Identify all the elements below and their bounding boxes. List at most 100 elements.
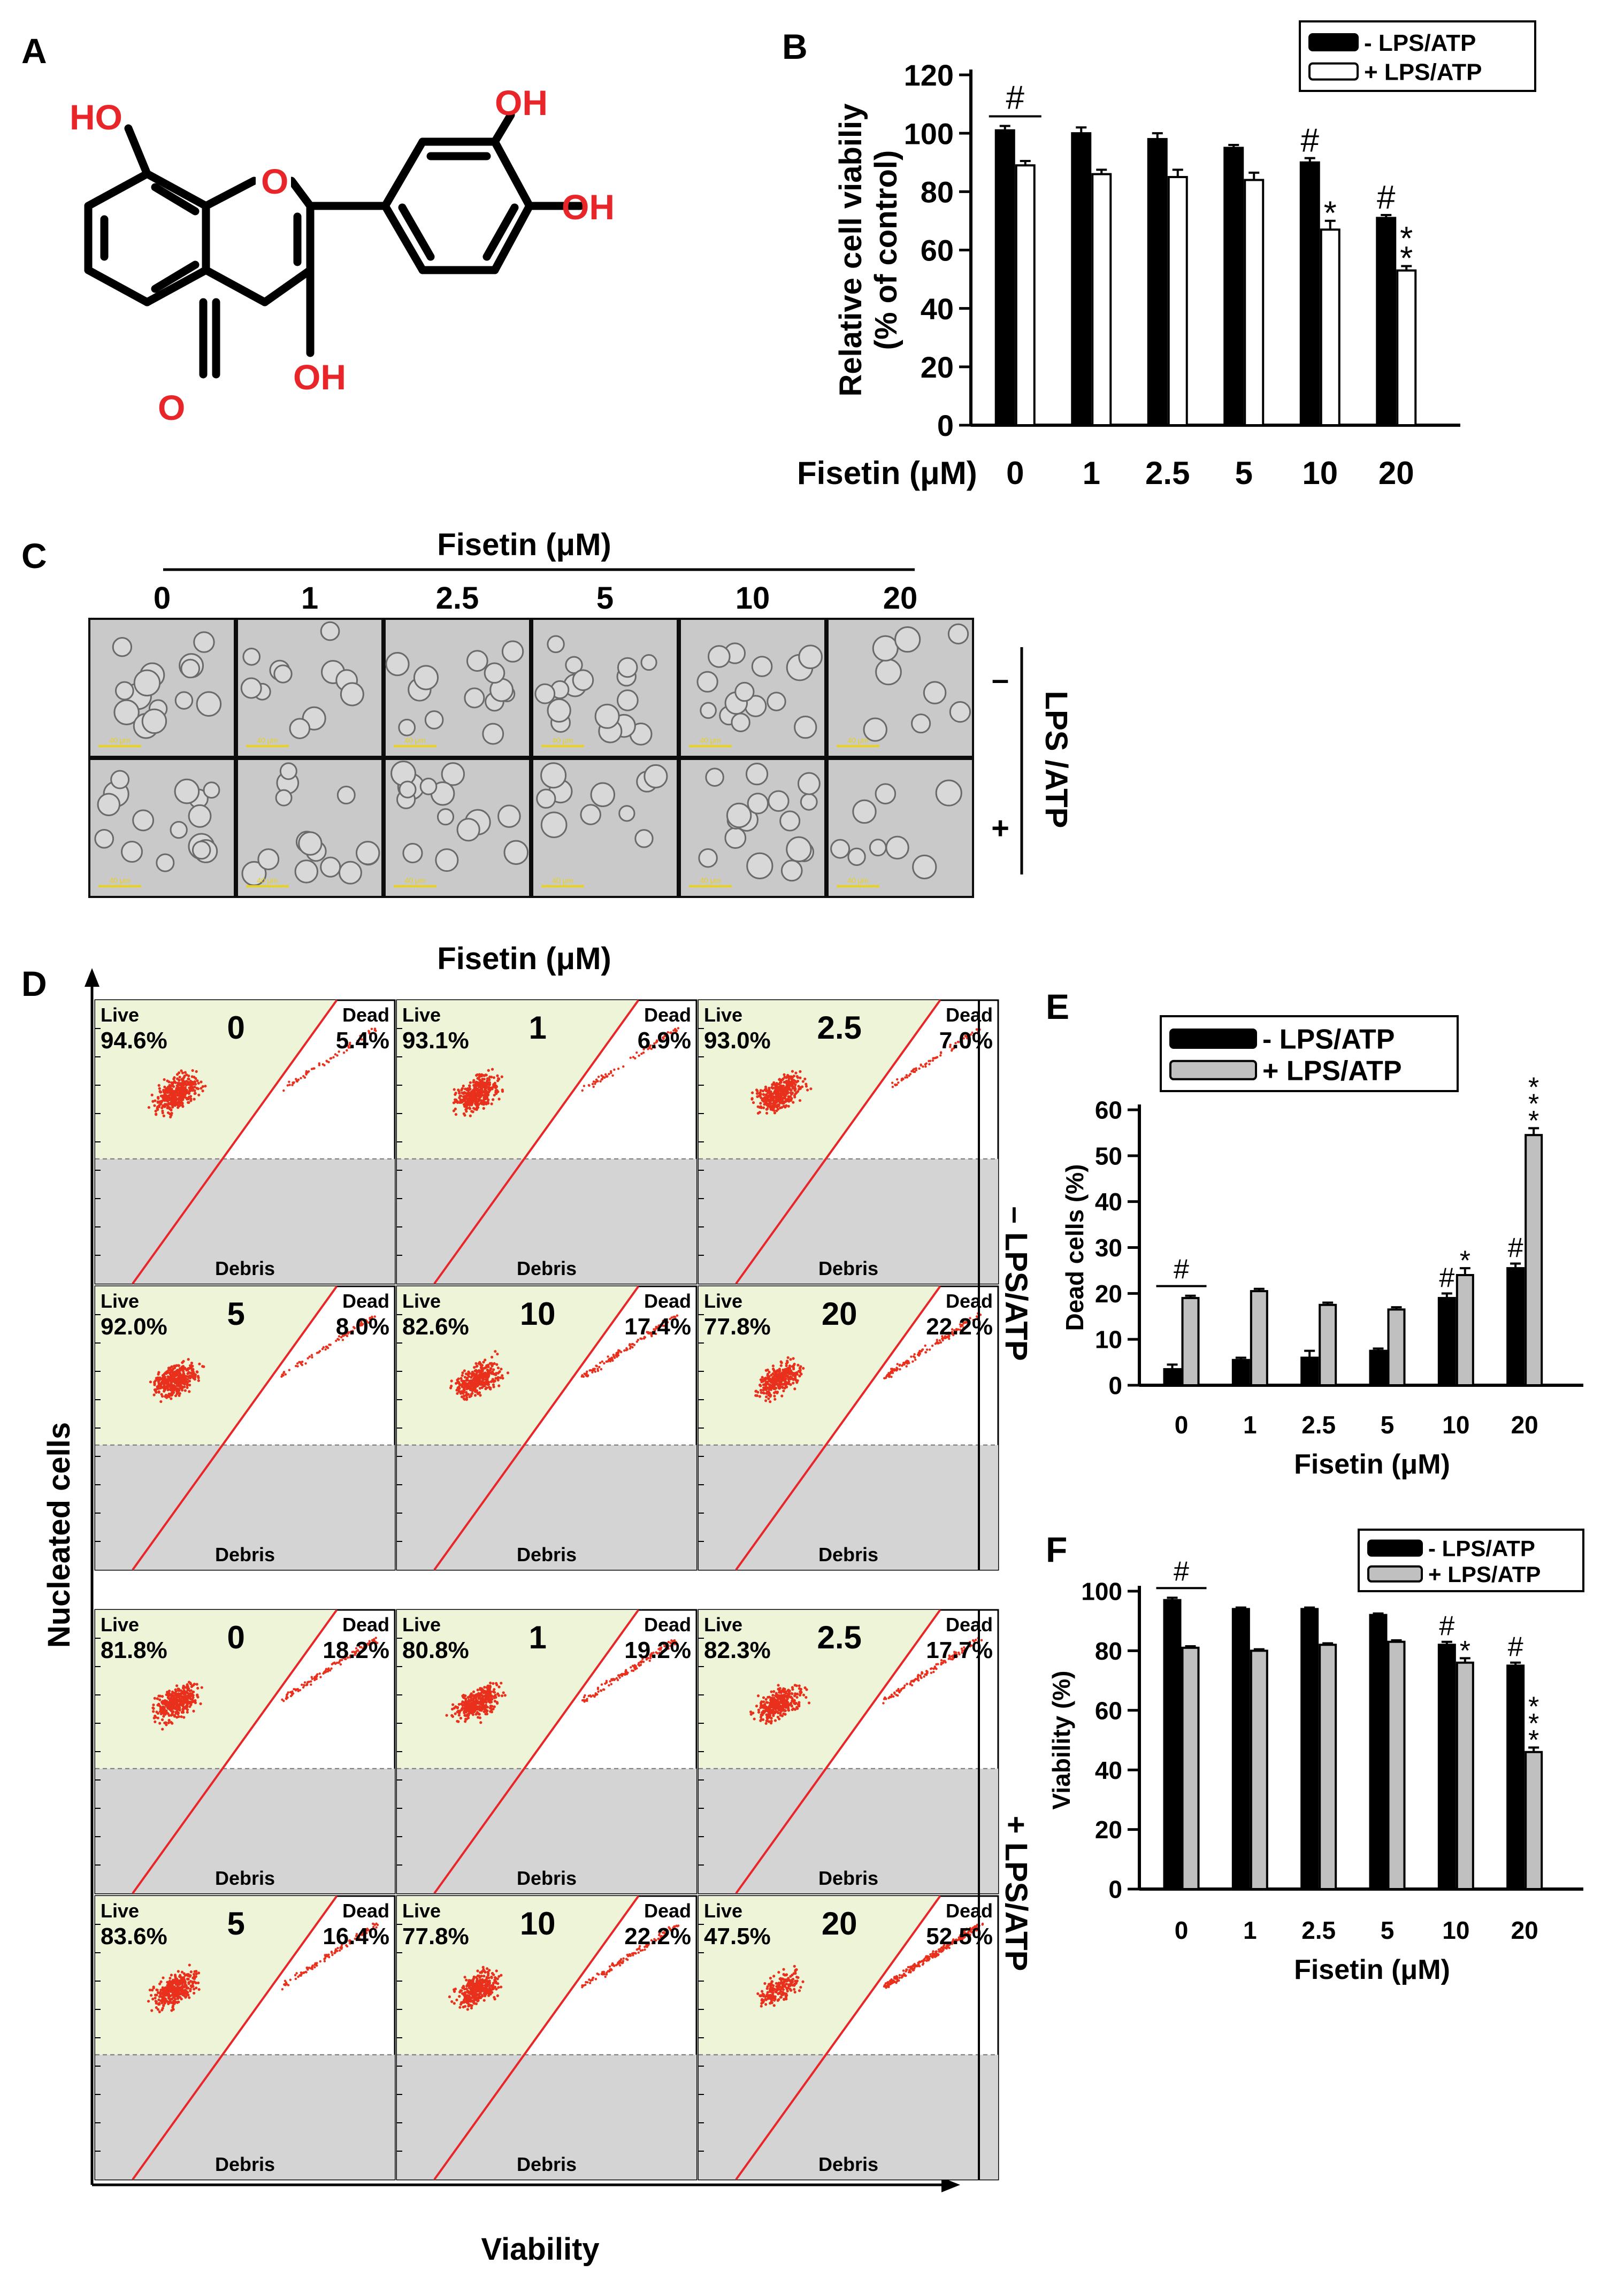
x-tick-label: 1 <box>1083 455 1100 491</box>
scatter-dot <box>768 1104 771 1108</box>
scatter-dot <box>160 1395 164 1398</box>
scatter-dot <box>180 1987 184 1991</box>
scatter-dot <box>610 1683 613 1685</box>
scatter-dot <box>782 1077 785 1080</box>
scatter-dot <box>176 1703 179 1706</box>
cell-outline <box>113 699 140 726</box>
cell-outline <box>847 847 866 866</box>
cell-outline <box>273 664 293 684</box>
scatter-dot <box>772 1690 776 1693</box>
scatter-dot <box>163 1721 166 1724</box>
x-axis-label: Fisetin (μM) <box>797 455 977 491</box>
scatter-dot <box>167 1392 171 1395</box>
scatter-dot <box>792 1367 795 1371</box>
gate-diagonal <box>433 999 640 1285</box>
scatter-dot <box>477 1716 480 1719</box>
scatter-dot <box>915 1069 918 1072</box>
scatter-dot <box>602 1688 605 1691</box>
scatter-dot <box>776 1693 779 1697</box>
scatter-dot <box>891 1081 894 1084</box>
scatter-dot <box>181 1374 185 1377</box>
scatter-dot <box>451 1703 455 1706</box>
scatter-dot <box>457 1088 460 1092</box>
scatter-dot <box>770 1716 773 1720</box>
scatter-dot <box>292 1081 295 1085</box>
scatter-dot <box>758 1395 762 1398</box>
live-gate <box>699 1000 940 1159</box>
scatter-dot <box>163 1713 166 1716</box>
scatter-dot <box>455 1099 458 1102</box>
scatter-dot <box>757 1708 761 1712</box>
scatter-dot <box>900 1687 903 1691</box>
dead-label: Dead <box>644 1004 691 1026</box>
scatter-dot <box>335 1339 338 1342</box>
legend-swatch <box>1308 62 1359 81</box>
scatter-dot <box>790 1692 793 1695</box>
scatter-dot <box>632 1669 635 1672</box>
scatter-dot <box>185 1375 188 1378</box>
scatter-dot <box>170 1397 173 1400</box>
scatter-dot <box>193 1376 196 1379</box>
gate-diagonal <box>132 1285 338 1571</box>
scatter-dot <box>954 1042 957 1045</box>
scatter-dot <box>791 1687 794 1691</box>
scatter-dot <box>767 1720 770 1723</box>
scatter-dot <box>170 1997 173 2001</box>
scatter-dot <box>762 1379 765 1383</box>
scatter-dot <box>182 1708 185 1711</box>
scatter-dot <box>764 1384 768 1387</box>
scatter-dot <box>916 1678 918 1680</box>
scatter-dot <box>790 1089 793 1092</box>
scatter-dot <box>596 1687 600 1691</box>
plot-dose: 20 <box>822 1296 857 1332</box>
scatter-dot <box>801 1080 805 1083</box>
scatter-dot <box>792 1101 795 1104</box>
scatter-dot <box>768 1715 771 1718</box>
scatter-dot <box>792 1700 795 1703</box>
scatter-dot <box>761 1099 764 1102</box>
live-gate <box>397 1000 639 1159</box>
scatter-dot <box>491 1068 494 1071</box>
cell-outline <box>794 715 817 739</box>
panel-d-y-axis-label: Nucleated cells <box>42 1422 76 1648</box>
scatter-dot <box>782 1687 785 1690</box>
scatter-dot <box>584 1699 587 1702</box>
scatter-dot <box>371 1316 373 1319</box>
scatter-dot <box>182 1976 186 1979</box>
scatter-dot <box>167 1690 171 1693</box>
scatter-dot <box>293 1687 295 1691</box>
scatter-dot <box>481 1373 484 1377</box>
scatter-dot <box>807 1701 811 1705</box>
dead-label: Dead <box>342 1614 389 1636</box>
scatter-dot <box>774 1085 777 1088</box>
scatter-dot <box>767 1390 770 1393</box>
scatter-dot <box>462 1387 465 1391</box>
scatter-dot <box>759 1102 762 1105</box>
scatter-dot <box>186 1696 189 1699</box>
fisetin-structure <box>84 111 585 379</box>
scatter-dot <box>175 1684 179 1687</box>
scatter-dot <box>791 1697 794 1700</box>
cell-outline <box>94 828 114 849</box>
scatter-dot <box>465 1396 469 1399</box>
scatter-dot <box>918 1067 921 1070</box>
scatter-dot <box>771 1104 775 1108</box>
legend-label: - LPS/ATP <box>1364 30 1476 56</box>
scatter-dot <box>777 1104 780 1108</box>
scatter-dot <box>779 1712 782 1715</box>
scatter-dot <box>311 1356 313 1359</box>
scatter-dot <box>600 1683 603 1686</box>
scatter-dot <box>792 1075 795 1078</box>
scale-bar-label: 40 μm <box>109 876 130 885</box>
dead-percent: 19.2% <box>624 1637 691 1663</box>
scatter-dot <box>170 1974 173 1977</box>
scatter-dot <box>176 1089 179 1092</box>
scatter-dot <box>765 1098 769 1101</box>
scatter-dot <box>481 1380 484 1383</box>
bar-plus <box>1396 269 1417 426</box>
bar-minus <box>1376 217 1397 426</box>
cell-outline <box>780 859 803 882</box>
scatter-dot <box>882 1702 885 1705</box>
scatter-dot <box>295 1078 297 1080</box>
scatter-dot <box>600 1689 602 1692</box>
